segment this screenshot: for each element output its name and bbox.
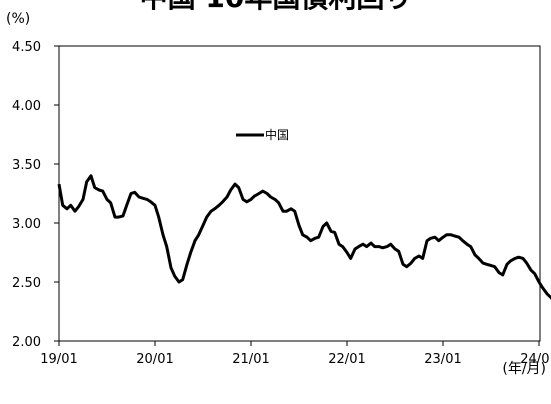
x-tick-label: 23/01	[424, 352, 461, 367]
legend-label-中国: 中国	[265, 127, 289, 142]
x-tick-label: 20/01	[136, 352, 173, 367]
chart-title: 中国 10年国債利回り	[140, 0, 413, 14]
x-axis-unit: (年/月)	[502, 361, 546, 377]
y-tick-label: 4.50	[12, 40, 41, 55]
plot-area	[58, 45, 541, 342]
x-axis-ticks: 19/01 20/01 21/01 22/01 23/01 24/01	[40, 341, 551, 367]
y-axis-ticks: 4.50 4.00 3.50 3.00 2.50 2.00	[12, 40, 59, 350]
series-group	[57, 174, 551, 300]
legend: 中国	[236, 127, 289, 142]
y-tick-label: 3.00	[12, 217, 41, 232]
y-tick-label: 2.50	[12, 276, 41, 291]
x-tick-label: 19/01	[40, 352, 77, 367]
y-tick-label: 2.00	[12, 335, 41, 350]
x-tick-label: 22/01	[328, 352, 365, 367]
y-axis-unit: (%)	[6, 11, 30, 27]
x-tick-label: 24/01	[520, 352, 551, 367]
series-line-中国	[57, 174, 551, 300]
x-tick-label: 21/01	[232, 352, 269, 367]
y-tick-label: 4.00	[12, 99, 41, 114]
y-tick-label: 3.50	[12, 158, 41, 173]
